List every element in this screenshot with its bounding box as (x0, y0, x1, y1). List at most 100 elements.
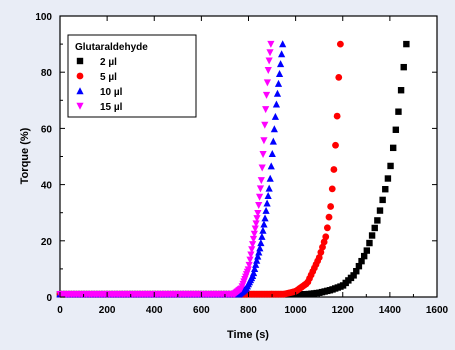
data-point (379, 196, 386, 204)
data-point (336, 40, 344, 48)
x-axis-title: Time (s) (227, 329, 269, 341)
data-point (251, 225, 259, 233)
data-point (265, 57, 273, 65)
x-tick-label: 800 (240, 305, 257, 316)
data-point (250, 269, 258, 277)
data-point (366, 239, 373, 247)
data-point (400, 63, 407, 71)
x-tick-label: 1600 (426, 305, 449, 316)
data-point (278, 50, 286, 58)
data-point (250, 230, 258, 238)
data-point (256, 244, 264, 252)
series-4 (56, 40, 275, 298)
data-point (275, 70, 284, 78)
data-point (247, 251, 255, 259)
data-point (371, 224, 378, 232)
data-point (267, 162, 275, 170)
y-tick-label: 60 (41, 124, 53, 135)
data-point (355, 262, 363, 270)
data-point (319, 243, 326, 251)
data-point (263, 199, 271, 207)
y-tick-label: 20 (41, 237, 53, 248)
legend-label: 15 µl (100, 102, 123, 113)
data-point (271, 112, 280, 120)
data-point (253, 215, 261, 223)
data-point (255, 193, 264, 201)
legend-label: 5 µl (100, 72, 117, 83)
x-tick-label: 400 (146, 305, 163, 316)
legend-box (67, 34, 197, 118)
data-point (335, 73, 343, 81)
data-point (269, 137, 277, 145)
legend-title: Glutaraldehyde (75, 42, 148, 53)
data-point (248, 246, 256, 254)
data-point (260, 137, 268, 145)
data-point (358, 257, 365, 265)
data-point (244, 266, 252, 274)
data-point (322, 233, 330, 241)
data-point (261, 121, 269, 129)
x-tick-label: 1200 (332, 305, 355, 316)
data-point (368, 232, 376, 239)
data-point (273, 89, 282, 97)
data-point (353, 268, 360, 275)
data-point (258, 232, 266, 240)
data-point (397, 87, 405, 94)
legend-marker (76, 102, 84, 110)
data-point (264, 66, 272, 74)
data-point (270, 125, 278, 133)
data-point (264, 192, 272, 200)
y-tick-label: 0 (46, 293, 52, 304)
data-point (254, 210, 262, 218)
y-tick-label: 100 (35, 12, 52, 23)
y-tick-label: 80 (41, 68, 53, 79)
data-point (249, 241, 257, 249)
data-point (384, 175, 392, 182)
data-point (256, 185, 265, 193)
data-point (258, 164, 266, 172)
data-point (272, 100, 281, 108)
data-point (263, 79, 272, 87)
data-point (255, 248, 263, 256)
data-point (262, 91, 271, 99)
data-point (325, 213, 333, 221)
legend-marker (76, 72, 84, 80)
data-point (317, 248, 325, 256)
legend-items: 2 µl 5 µl 10 µl 15 µl (76, 57, 123, 113)
data-point (266, 49, 274, 57)
data-point (257, 177, 265, 185)
data-point (260, 220, 268, 228)
y-tick-label: 40 (41, 181, 53, 192)
data-point (403, 40, 410, 48)
data-point (327, 203, 335, 210)
data-point (252, 220, 260, 228)
data-point (251, 265, 259, 273)
data-point (245, 261, 253, 269)
data-point (262, 206, 270, 214)
data-point (395, 108, 402, 115)
data-point (254, 252, 262, 260)
data-point (276, 60, 285, 68)
data-point (261, 214, 269, 222)
data-point (246, 256, 254, 264)
data-point (350, 272, 357, 279)
data-point (360, 252, 368, 260)
data-point (268, 150, 276, 158)
data-point (392, 126, 400, 133)
data-point (363, 247, 371, 254)
data-point (259, 226, 267, 234)
data-point (333, 112, 341, 120)
data-point (262, 106, 270, 114)
data-point (252, 260, 260, 268)
data-point (382, 186, 389, 193)
data-point (253, 256, 261, 264)
data-point (259, 150, 267, 158)
x-tick-label: 200 (99, 305, 116, 316)
data-point (255, 202, 263, 210)
data-point (330, 166, 338, 173)
data-point (376, 207, 384, 214)
y-axis-title: Torque (%) (19, 127, 31, 184)
legend-label: 2 µl (100, 57, 117, 68)
x-tick-label: 0 (57, 305, 63, 316)
